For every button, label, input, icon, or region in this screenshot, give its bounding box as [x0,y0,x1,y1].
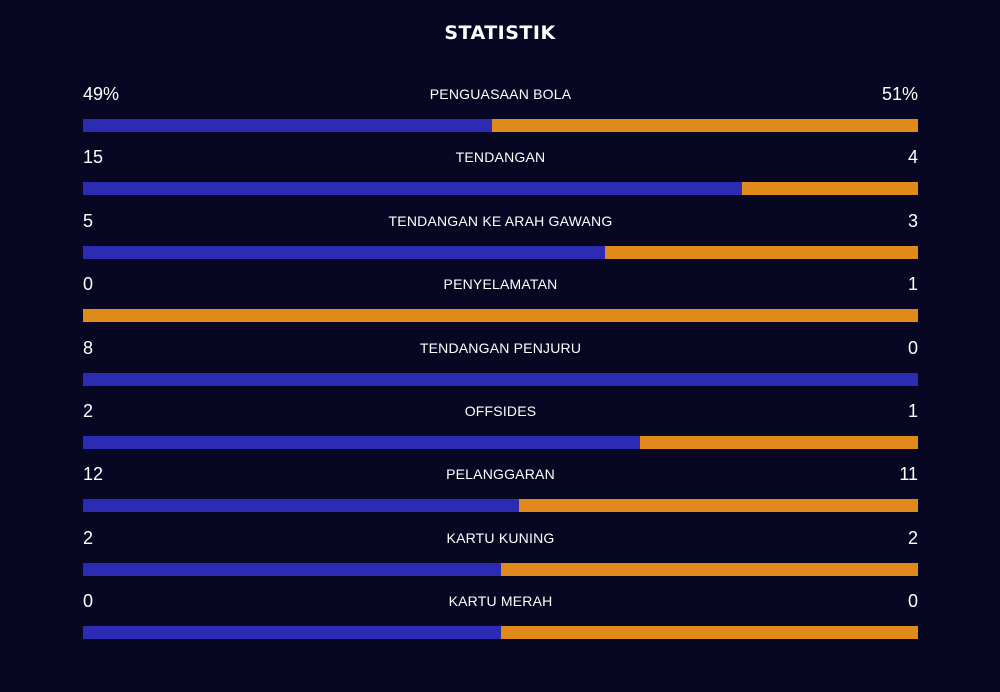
away-bar-segment [492,119,918,132]
panel-title: STATISTIK [444,22,556,44]
away-value: 51% [881,84,918,104]
away-bar-segment [83,309,918,323]
stat-row: PELANGGARAN 12 11 [83,462,918,525]
comparison-bar [83,435,918,449]
comparison-bar [83,626,918,640]
stat-label: KARTU KUNING [446,529,555,546]
away-value: 1 [907,400,918,421]
stat-label: PENGUASAAN BOLA [429,86,572,102]
stat-row: KARTU MERAH 0 0 [83,589,918,652]
home-value: 12 [83,464,104,485]
home-value: 49% [83,84,120,104]
away-bar-segment [500,562,918,576]
stat-label: PELANGGARAN [446,466,555,483]
stat-label: PENYELAMATAN [443,276,558,293]
comparison-bar [83,499,918,513]
comparison-bar [83,182,918,196]
stats-list: PENGUASAAN BOLA 49% 51% TENDANGAN 15 4 TENDANG… [83,82,918,653]
stat-row-header: TENDANGAN PENJURU 8 0 [83,336,918,360]
stat-row-header: PELANGGARAN 12 11 [83,462,918,486]
home-value: 0 [83,274,94,295]
stat-row: TENDANGAN PENJURU 8 0 [83,336,918,399]
home-value: 8 [83,337,94,358]
stat-row: TENDANGAN KE ARAH GAWANG 5 3 [83,209,918,272]
stat-row-header: TENDANGAN KE ARAH GAWANG 5 3 [83,209,918,233]
stat-row: TENDANGAN 15 4 [83,145,918,208]
home-bar-segment [83,119,493,132]
home-bar-segment [83,499,519,513]
stat-label: OFFSIDES [464,402,537,419]
away-value: 2 [907,527,918,548]
away-bar-segment [518,499,918,513]
home-bar-segment [83,435,640,449]
away-value: 3 [907,210,918,231]
home-value: 5 [83,210,94,231]
home-bar-segment [83,626,501,640]
stat-label: TENDANGAN KE ARAH GAWANG [388,212,613,229]
away-value: 1 [907,274,918,295]
home-bar-segment [83,245,605,259]
stat-label: TENDANGAN PENJURU [419,339,582,356]
comparison-bar [83,119,918,132]
stat-row-header: KARTU KUNING 2 2 [83,526,918,550]
comparison-bar [83,309,918,323]
comparison-bar [83,372,918,386]
home-value: 2 [83,400,94,421]
stat-row: OFFSIDES 2 1 [83,399,918,462]
stat-row-header: PENYELAMATAN 0 1 [83,272,918,296]
comparison-bar [83,245,918,259]
away-value: 11 [899,464,918,485]
away-value: 0 [907,337,918,358]
away-bar-segment [500,626,918,640]
stat-label: TENDANGAN [455,149,546,166]
home-value: 15 [83,147,104,168]
stat-row: PENGUASAAN BOLA 49% 51% [83,82,918,145]
away-value: 4 [907,147,918,168]
comparison-bar [83,562,918,576]
away-bar-segment [639,435,918,449]
home-value: 0 [83,591,94,612]
stat-label: KARTU MERAH [448,593,553,610]
stat-row-header: KARTU MERAH 0 0 [83,589,918,613]
stat-row-header: TENDANGAN 15 4 [83,145,918,169]
home-bar-segment [83,372,918,386]
stat-row: PENYELAMATAN 0 1 [83,272,918,335]
away-bar-segment [742,182,918,196]
stat-row: KARTU KUNING 2 2 [83,526,918,589]
away-value: 0 [907,591,918,612]
home-bar-segment [83,562,501,576]
away-bar-segment [604,245,918,259]
home-bar-segment [83,182,743,196]
home-value: 2 [83,527,94,548]
stat-row-header: OFFSIDES 2 1 [83,399,918,423]
stat-row-header: PENGUASAAN BOLA 49% 51% [83,82,918,106]
